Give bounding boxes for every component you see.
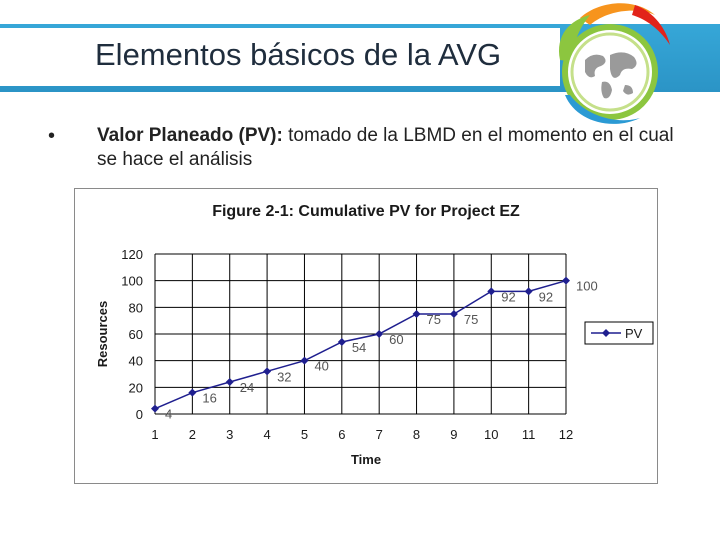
x-tick-label: 12: [559, 427, 573, 442]
data-label: 92: [539, 289, 553, 304]
pv-data-point: [300, 356, 309, 365]
x-tick-label: 2: [189, 427, 196, 442]
y-axis-label: Resources: [95, 301, 110, 367]
y-tick-label: 0: [136, 407, 143, 422]
x-axis-label: Time: [351, 452, 381, 467]
x-tick-label: 8: [413, 427, 420, 442]
legend-marker: [602, 329, 610, 337]
bullet-marker: •: [48, 125, 56, 147]
y-tick-label: 100: [121, 274, 143, 289]
data-label: 54: [352, 340, 366, 355]
data-label: 4: [165, 407, 172, 422]
bullet-description: tomado de la LBMD en el momento en el cu…: [97, 125, 674, 170]
pv-data-point: [412, 310, 421, 318]
x-tick-label: 9: [450, 427, 457, 442]
data-label: 40: [314, 359, 328, 374]
data-label: 16: [202, 391, 216, 406]
legend-label: PV: [625, 326, 643, 341]
pv-chart: Figure 2-1: Cumulative PV for Project EZ…: [95, 203, 654, 467]
y-tick-label: 120: [121, 247, 143, 262]
globe-logo-icon: [559, 3, 670, 124]
y-tick-label: 80: [129, 300, 143, 315]
pv-data-point: [151, 404, 159, 413]
title-band: [0, 28, 560, 86]
x-tick-label: 11: [522, 427, 536, 442]
data-label: 24: [240, 380, 254, 395]
pv-data-point: [487, 287, 496, 296]
x-tick-label: 5: [301, 427, 308, 442]
data-label: 75: [464, 312, 478, 327]
pv-data-point: [188, 388, 197, 397]
x-tick-label: 10: [484, 427, 498, 442]
chart-figure: Figure 2-1: Cumulative PV for Project EZ…: [74, 188, 658, 484]
bullet-text: Valor Planeado (PV): tomado de la LBMD e…: [97, 124, 697, 172]
pv-data-point: [375, 330, 384, 338]
y-tick-label: 20: [129, 380, 143, 395]
chart-title: Figure 2-1: Cumulative PV for Project EZ: [212, 203, 520, 220]
x-tick-label: 7: [376, 427, 383, 442]
data-label: 60: [389, 332, 403, 347]
pv-data-point: [263, 367, 272, 376]
x-tick-label: 1: [151, 427, 158, 442]
pv-data-point: [337, 338, 346, 346]
data-label: 92: [501, 289, 515, 304]
x-tick-label: 6: [338, 427, 345, 442]
y-tick-label: 40: [129, 354, 143, 369]
slide-title: Elementos básicos de la AVG: [95, 37, 502, 72]
bullet-term: Valor Planeado (PV):: [97, 125, 283, 146]
pv-data-point: [524, 287, 533, 296]
x-tick-label: 4: [263, 427, 270, 442]
data-label: 100: [576, 279, 598, 294]
x-tick-label: 3: [226, 427, 233, 442]
pv-data-point: [449, 310, 458, 318]
pv-data-point: [225, 378, 234, 386]
data-label: 32: [277, 369, 291, 384]
data-label: 75: [427, 312, 441, 327]
y-tick-label: 60: [129, 327, 143, 342]
pv-series-line: [154, 279, 567, 410]
pv-data-point: [562, 276, 570, 285]
